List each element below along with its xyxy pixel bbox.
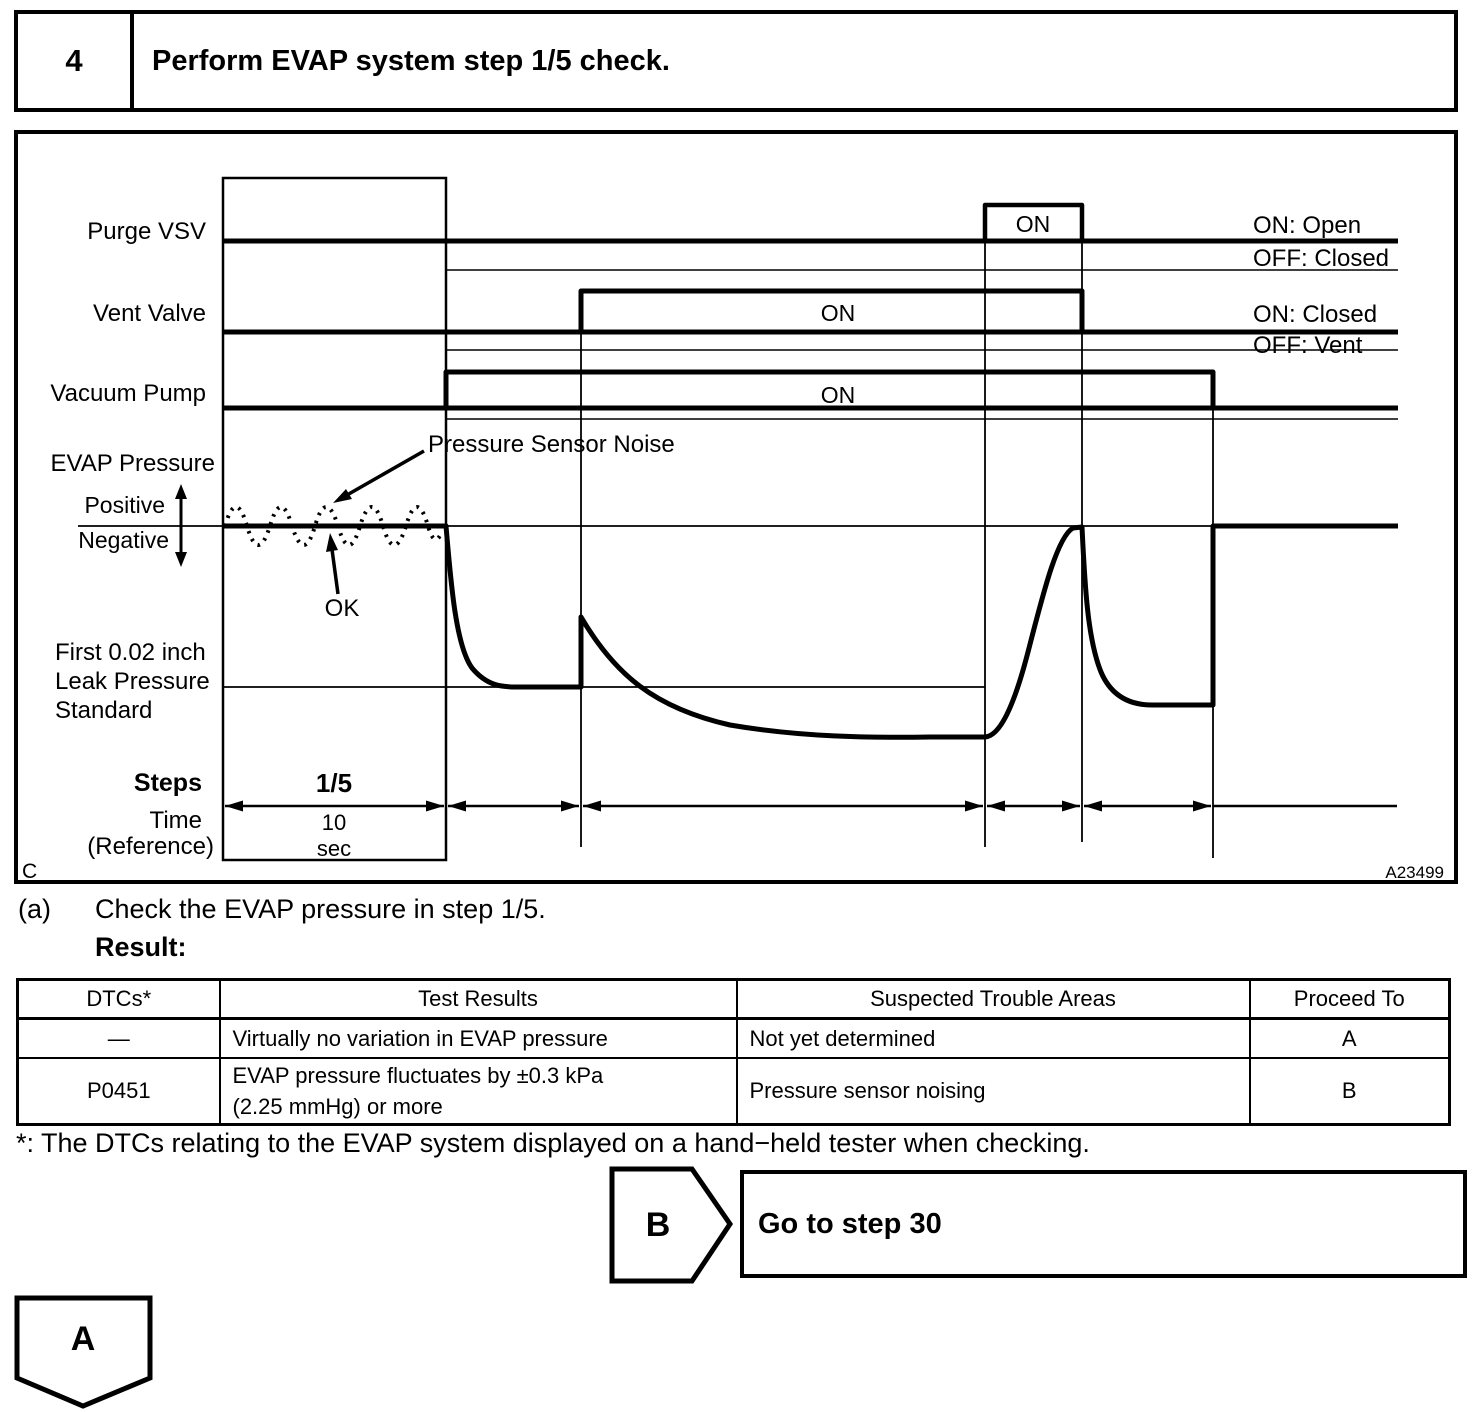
leak-standard-label-3: Standard — [55, 697, 152, 724]
instruction-text: Check the EVAP pressure in step 1/5. — [95, 894, 546, 924]
legend-vent-off: OFF: Vent — [1253, 332, 1363, 359]
steps-label: Steps — [134, 769, 202, 797]
time-value-line2: sec — [317, 836, 351, 861]
signal-label-purge-vsv: Purge VSV — [87, 218, 206, 245]
positive-negative-arrow-icon — [175, 484, 187, 567]
cell-dtc: P0451 — [16, 1057, 221, 1126]
cell-trouble-area: Pressure sensor noising — [735, 1057, 1251, 1126]
cell-proceed: B — [1248, 1057, 1451, 1126]
vacuum-on-label: ON — [821, 382, 856, 408]
col-header-proceed-to: Proceed To — [1248, 978, 1451, 1020]
time-value-line1: 10 — [322, 810, 346, 835]
cell-test-result: EVAP pressure fluctuates by ±0.3 kPa (2.… — [218, 1057, 738, 1126]
proceed-b-pointer: B — [609, 1166, 734, 1284]
result-table: DTCs* Test Results Suspected Trouble Are… — [16, 978, 1451, 1126]
step-1-5-column — [221, 176, 448, 862]
legend-purge-off: OFF: Closed — [1253, 245, 1389, 272]
evap-pressure-trace — [223, 523, 1398, 740]
step-header: 4 Perform EVAP system step 1/5 check. — [14, 10, 1458, 112]
leak-standard-label-1: First 0.02 inch — [55, 639, 206, 666]
time-axis-arrows — [225, 800, 1397, 812]
row-separator-lines — [447, 269, 1398, 420]
purge-on-label: ON — [1016, 211, 1051, 237]
legend-purge-on: ON: Open — [1253, 212, 1361, 239]
axis-label-negative: Negative — [78, 527, 169, 553]
noise-arrow-icon — [333, 449, 425, 503]
signal-label-vacuum-pump: Vacuum Pump — [50, 380, 206, 407]
b-pointer-letter: B — [646, 1206, 671, 1244]
col-header-trouble-areas: Suspected Trouble Areas — [735, 978, 1251, 1020]
noise-annotation: Pressure Sensor Noise — [428, 431, 675, 458]
instruction-marker: (a) — [18, 894, 51, 924]
corner-letter: C — [22, 860, 37, 883]
col-header-dtcs: DTCs* — [16, 978, 221, 1020]
steps-value: 1/5 — [316, 768, 352, 798]
time-label-line2: (Reference) — [87, 833, 214, 860]
cell-proceed: A — [1248, 1017, 1451, 1059]
b-pointer-shape — [609, 1166, 734, 1284]
signal-label-vent-valve: Vent Valve — [93, 300, 206, 327]
footnote: *: The DTCs relating to the EVAP system … — [16, 1128, 1090, 1158]
figure-id: A23499 — [1385, 863, 1444, 882]
step-title: Perform EVAP system step 1/5 check. — [152, 44, 670, 77]
a-pointer-letter: A — [71, 1320, 96, 1358]
vacuum-pump-on-pulse — [443, 369, 1216, 408]
col-header-test-results: Test Results — [218, 978, 738, 1020]
step-number: 4 — [18, 14, 134, 108]
test-result-line2: (2.25 mmHg) or more — [232, 1094, 443, 1119]
goto-step-text: Go to step 30 — [758, 1207, 942, 1240]
table-row: P0451 EVAP pressure fluctuates by ±0.3 k… — [16, 1057, 1451, 1126]
cell-trouble-area: Not yet determined — [735, 1017, 1251, 1059]
legend-vent-on: ON: Closed — [1253, 301, 1377, 328]
leak-standard-label-2: Leak Pressure — [55, 668, 210, 695]
axis-label-positive: Positive — [84, 492, 165, 518]
table-header-row: DTCs* Test Results Suspected Trouble Are… — [16, 978, 1451, 1020]
a-pointer-shape — [14, 1295, 153, 1409]
cell-test-result: Virtually no variation in EVAP pressure — [218, 1017, 738, 1059]
proceed-a-pointer: A — [14, 1295, 153, 1409]
cell-dtc: — — [16, 1017, 221, 1059]
result-label: Result: — [95, 932, 187, 962]
table-row: — Virtually no variation in EVAP pressur… — [16, 1017, 1451, 1059]
ok-annotation: OK — [325, 595, 360, 622]
ok-arrow-icon — [326, 533, 340, 595]
diagram-frame — [14, 130, 1458, 884]
time-label-line1: Time — [150, 807, 202, 834]
signal-label-evap-pressure: EVAP Pressure — [50, 450, 215, 477]
purge-vsv-on-pulse — [982, 202, 1085, 241]
sensor-noise-wave — [223, 505, 444, 547]
vent-on-label: ON — [821, 300, 856, 326]
evap-timing-diagram: Purge VSV Vent Valve Vacuum Pump EVAP Pr… — [14, 130, 1458, 884]
goto-step-box: Go to step 30 — [740, 1170, 1467, 1278]
vent-valve-on-pulse — [578, 288, 1085, 332]
test-result-line1: EVAP pressure fluctuates by ±0.3 kPa — [232, 1063, 604, 1088]
